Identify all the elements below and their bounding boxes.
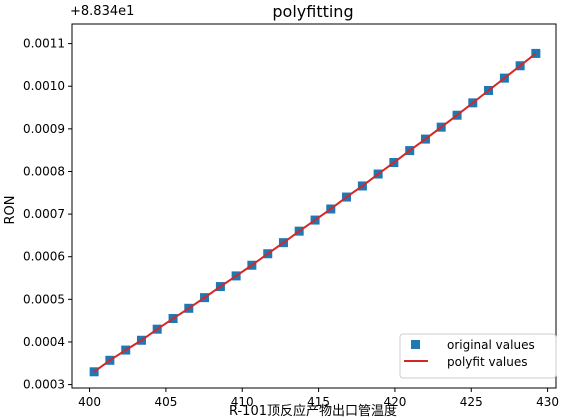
y-axis-label: RON [3, 196, 18, 225]
legend-marker-original [411, 340, 420, 349]
y-offset-label: +8.834e1 [70, 4, 134, 19]
x-tick-label: 410 [231, 395, 254, 409]
legend-label-polyfit: polyfit values [447, 355, 528, 369]
y-tick-label: 0.0008 [23, 164, 65, 178]
y-tick-label: 0.0011 [23, 37, 65, 51]
y-tick-label: 0.0004 [23, 335, 65, 349]
x-tick-label: 415 [307, 395, 330, 409]
chart-title: polyfitting [272, 2, 353, 21]
x-tick-label: 425 [460, 395, 483, 409]
y-tick-label: 0.0005 [23, 292, 65, 306]
y-tick-label: 0.0006 [23, 250, 65, 264]
axes-frame [71, 23, 557, 389]
x-tick-label: 405 [154, 395, 177, 409]
fit-line [93, 52, 537, 373]
y-tick-label: 0.0003 [23, 378, 65, 392]
legend: original values polyfit values [399, 333, 557, 379]
plot-area: 400 405 410 415 420 425 430 0.0003 0.0004 0.0005 0… [23, 23, 559, 409]
legend-label-original: original values [447, 338, 535, 352]
legend-box [399, 333, 557, 379]
x-tick-label: 420 [383, 395, 406, 409]
y-tick-label: 0.0007 [23, 207, 65, 221]
x-axis-label: R-101顶反应产物出口管温度 [229, 403, 397, 419]
data-point [89, 367, 99, 377]
x-tick-label: 430 [536, 395, 559, 409]
x-tick-label: 400 [78, 395, 101, 409]
y-tick-label: 0.0010 [23, 79, 65, 93]
y-tick-label: 0.0009 [23, 122, 65, 136]
